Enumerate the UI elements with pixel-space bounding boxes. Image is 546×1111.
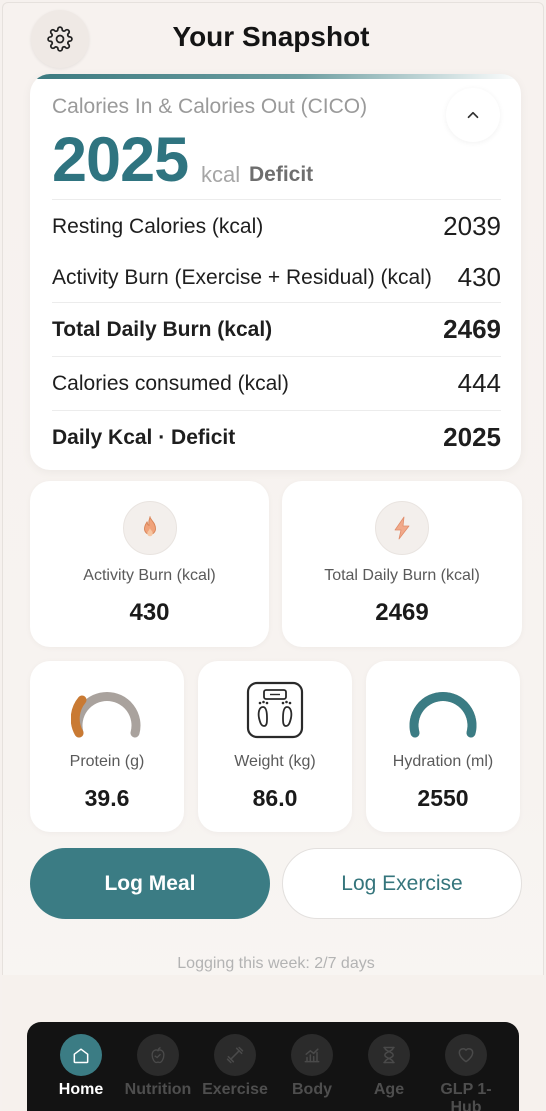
lightning-icon-badge [375,501,429,555]
nav-item-home[interactable]: Home [42,1022,120,1111]
scale-icon [246,681,304,739]
stat-label: Activity Burn (kcal) [83,567,216,584]
cico-row-consumed: Calories consumed (kcal) 444 [52,356,501,410]
row-label: Total Daily Burn (kcal) [52,317,273,341]
stat-value: 2469 [375,599,429,626]
metric-value: 39.6 [84,785,130,811]
nav-item-body[interactable]: Body [273,1022,351,1111]
cico-card: Calories In & Calories Out (CICO) 2025 k… [30,74,521,470]
stat-label: Total Daily Burn (kcal) [324,567,480,584]
nav-label: Exercise [202,1081,268,1098]
nav-icon-badge [368,1034,410,1076]
hydration-gauge-fill [409,691,477,738]
row-value: 2039 [443,211,501,241]
cico-row-daily-kcal: Daily Kcal · Deficit 2025 [52,410,501,464]
hourglass-icon [383,1046,395,1064]
row-label: Calories consumed (kcal) [52,371,289,395]
nav-label: GLP 1-Hub [440,1081,492,1111]
row-label: Resting Calories (kcal) [52,214,264,238]
nav-label: Nutrition [124,1081,192,1098]
row-value: 430 [457,262,501,292]
hydration-gauge-icon [409,691,477,738]
cico-net-unit: kcal [201,162,241,187]
logging-progress-text: Logging this week: 2/7 days [177,955,375,972]
cico-net-status: Deficit [249,163,314,186]
weight-card[interactable]: Weight (kg) 86.0 [198,661,352,832]
metric-label: Protein (g) [69,753,145,770]
nav-icon-badge [137,1034,179,1076]
row-label: Activity Burn (Exercise + Residual) (kca… [52,265,432,289]
nav-icon-badge [214,1034,256,1076]
log-exercise-button[interactable]: Log Exercise [282,848,522,919]
cico-row-resting: Resting Calories (kcal) 2039 [52,199,501,253]
chart-icon [304,1048,320,1063]
collapse-button[interactable] [446,88,500,142]
cico-net-value: 2025 [52,125,189,195]
row-value: 2025 [443,422,501,452]
nav-item-nutrition[interactable]: Nutrition [119,1022,197,1111]
activity-burn-card[interactable]: Activity Burn (kcal) 430 [30,481,269,647]
hydration-card[interactable]: Hydration (ml) 2550 [366,661,520,832]
lightning-icon [394,516,410,540]
row-value: 444 [457,368,501,398]
flame-icon-badge [122,501,177,555]
protein-gauge-fill [71,695,87,738]
nav-item-exercise[interactable]: Exercise [196,1022,274,1111]
nav-label: Home [58,1081,104,1098]
nav-icon-badge [60,1034,102,1076]
cico-row-activity: Activity Burn (Exercise + Residual) (kca… [52,253,501,302]
heart-icon [458,1048,474,1063]
cico-accent-bar [30,74,521,79]
row-value: 2469 [443,314,501,344]
chevron-up-icon [467,111,479,119]
cico-heading: Calories In & Calories Out (CICO) [52,95,368,118]
apple-icon [151,1046,165,1064]
nav-label: Age [373,1081,405,1098]
gear-icon [47,26,73,52]
cico-row-total-burn: Total Daily Burn (kcal) 2469 [52,302,501,356]
total-daily-burn-card[interactable]: Total Daily Burn (kcal) 2469 [282,481,522,647]
settings-button[interactable] [31,10,89,68]
row-label: Daily Kcal · Deficit [52,425,236,449]
page-title: Your Snapshot [172,21,370,52]
dumbbell-icon [226,1046,244,1064]
flame-icon [143,516,156,537]
metric-label: Hydration (ml) [392,753,494,770]
nav-item-age[interactable]: Age [350,1022,428,1111]
home-icon [73,1048,89,1064]
nav-icon-badge [291,1034,333,1076]
bottom-nav: Home Nutrition Exercise Body Age GLP 1-H… [27,1022,519,1111]
metric-label: Weight (kg) [234,753,316,770]
metric-value: 2550 [417,785,469,811]
protein-gauge-icon [71,691,141,738]
nav-label: Body [292,1081,332,1098]
log-meal-button[interactable]: Log Meal [30,848,270,919]
nav-item-glp1-hub[interactable]: GLP 1-Hub [426,1022,506,1111]
stat-value: 430 [129,599,170,626]
nav-icon-badge [445,1034,487,1076]
metric-value: 86.0 [252,785,298,811]
protein-card[interactable]: Protein (g) 39.6 [30,661,184,832]
